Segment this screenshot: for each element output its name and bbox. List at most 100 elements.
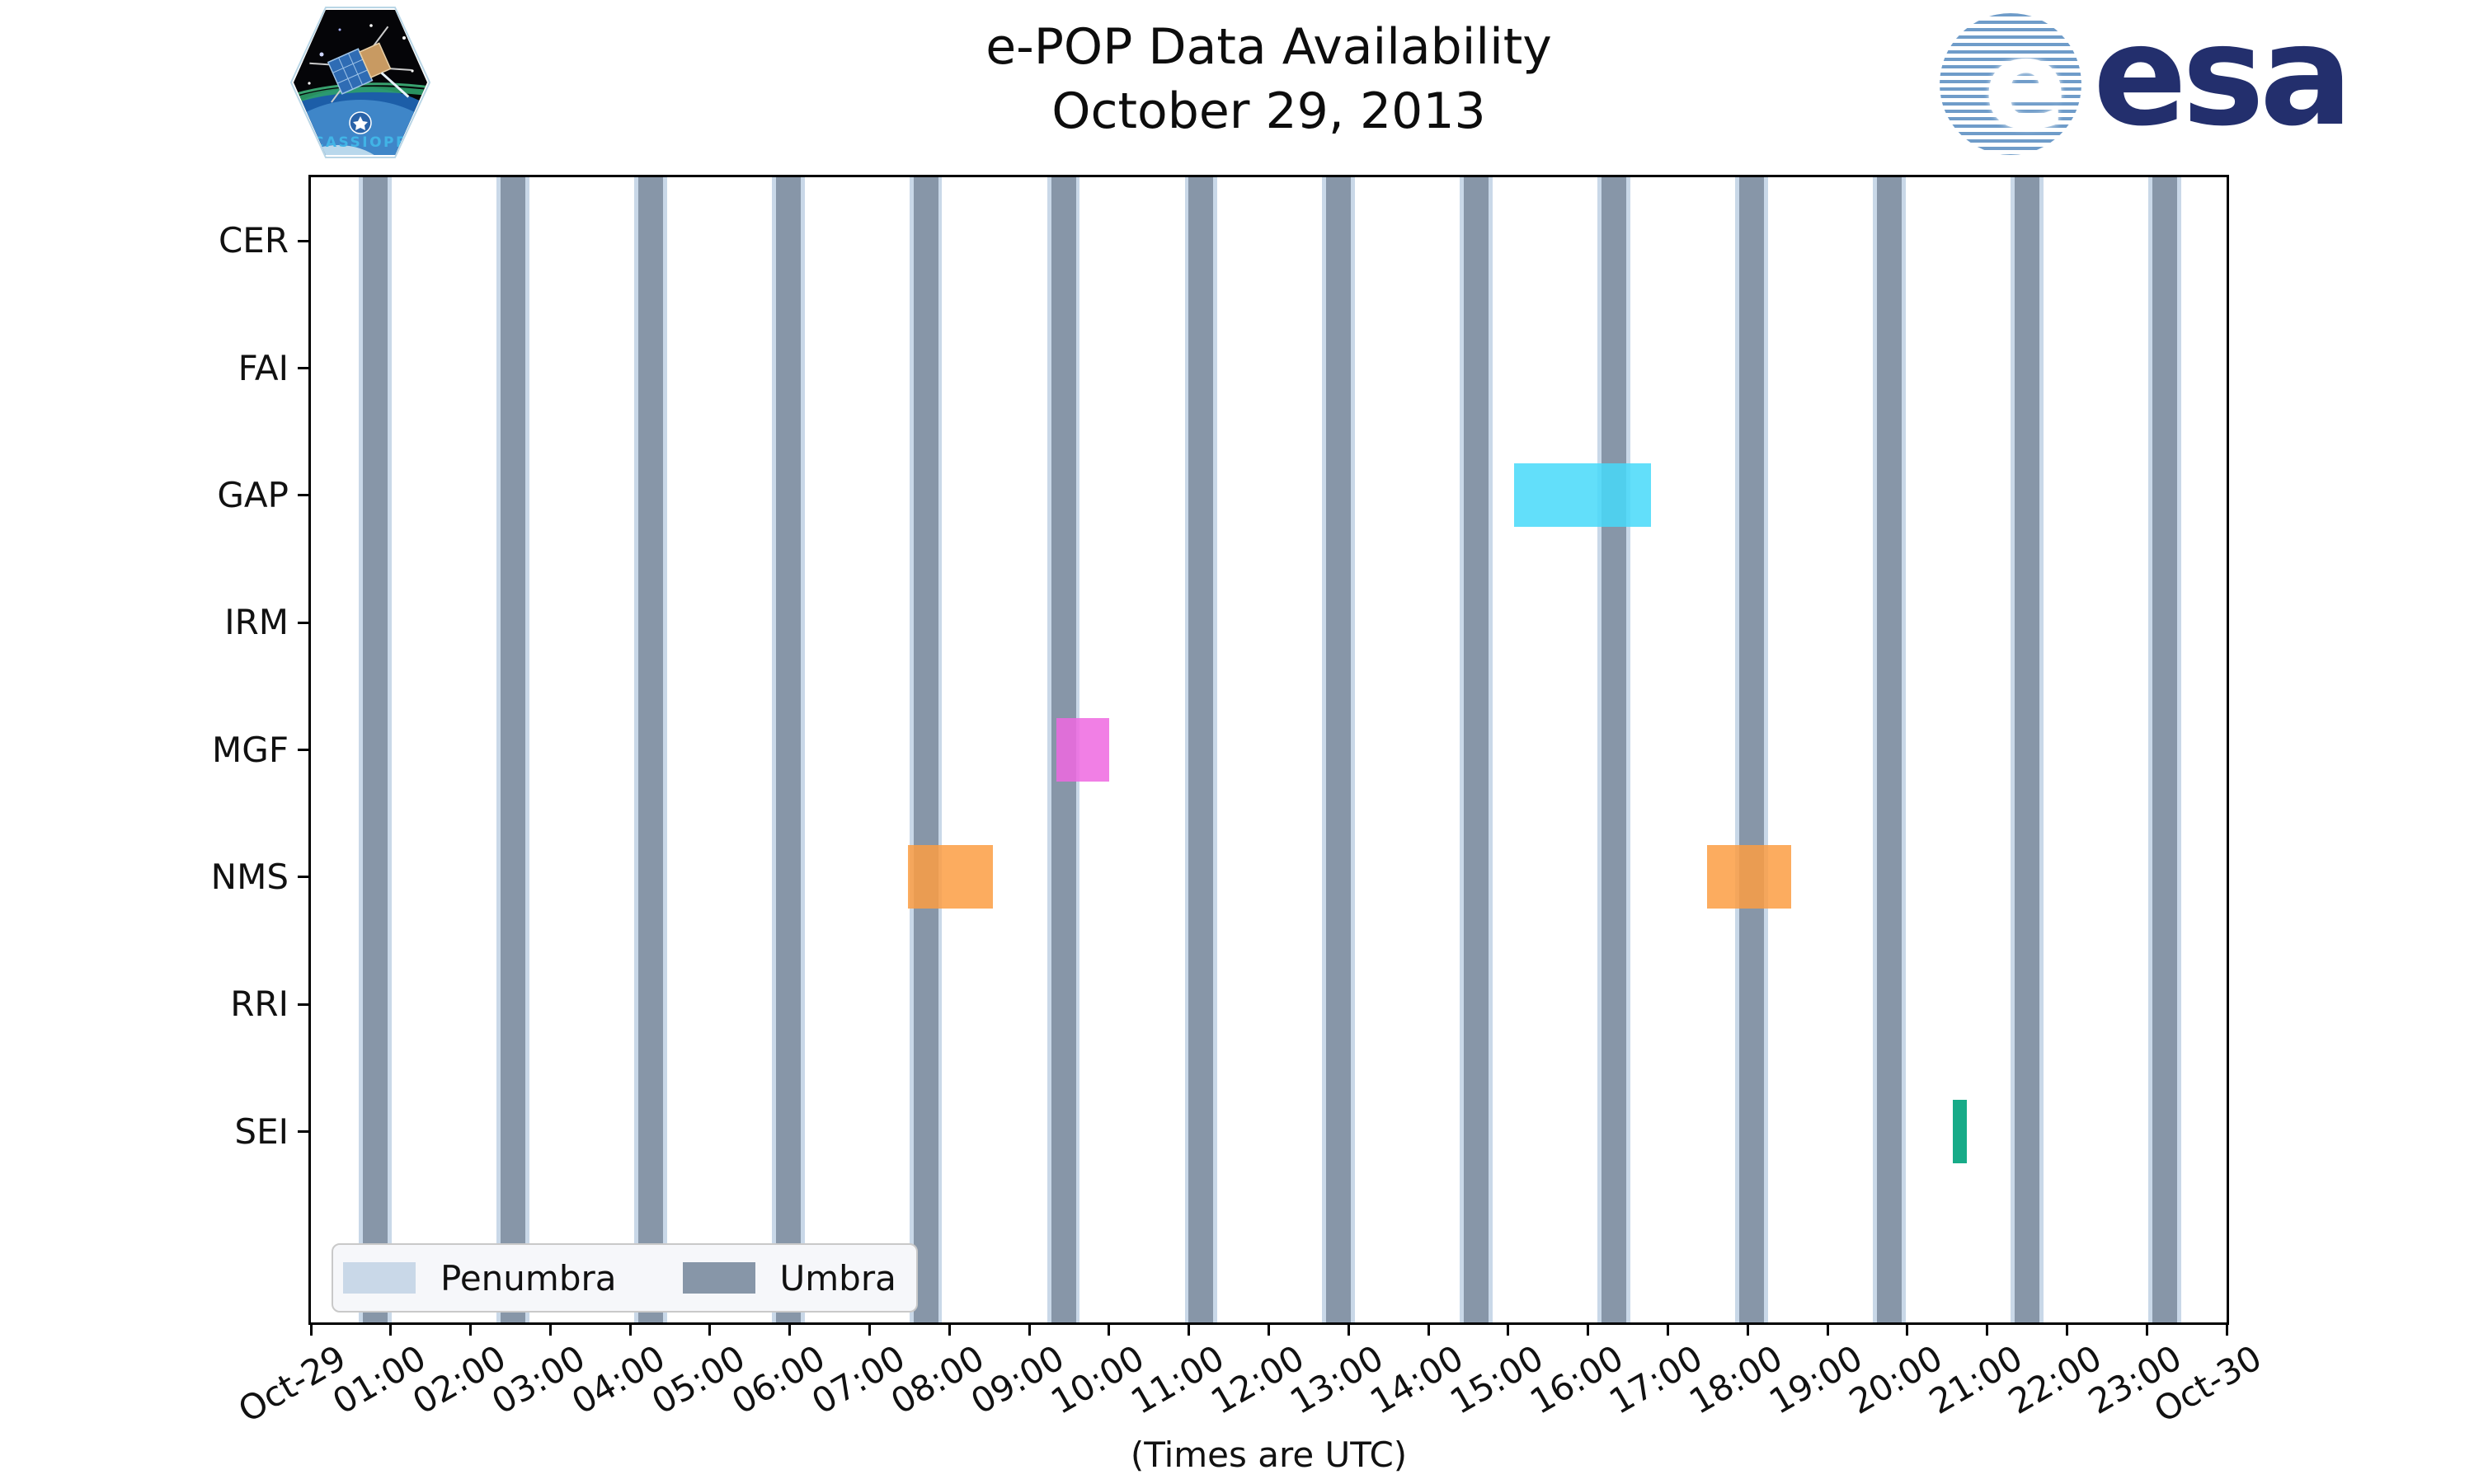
penumbra-strip xyxy=(771,177,776,1322)
y-tick xyxy=(298,749,311,751)
patch-satellite xyxy=(309,26,412,103)
penumbra-strip xyxy=(1626,177,1630,1322)
esa-logo: e esa xyxy=(1940,0,2353,157)
umbra-bar xyxy=(2014,177,2039,1322)
penumbra-strip xyxy=(496,177,501,1322)
umbra-bar xyxy=(363,177,388,1322)
availability-block-gap xyxy=(1513,463,1652,528)
x-tick xyxy=(628,1322,632,1336)
chart-subtitle: October 29, 2013 xyxy=(1051,82,1486,140)
penumbra-strip xyxy=(1047,177,1051,1322)
esa-globe-icon xyxy=(1940,13,2081,155)
penumbra-strip xyxy=(1597,177,1602,1322)
penumbra-strip xyxy=(938,177,943,1322)
cassiope-mission-patch: CASSIOPE xyxy=(289,7,431,158)
x-tick xyxy=(948,1322,951,1336)
umbra-bar xyxy=(1326,177,1352,1322)
y-tick xyxy=(298,876,311,879)
x-tick xyxy=(868,1322,872,1336)
x-tick xyxy=(1826,1322,1829,1336)
umbra-bar xyxy=(913,177,938,1322)
x-tick xyxy=(1268,1322,1270,1336)
penumbra-strip xyxy=(1184,177,1189,1322)
x-tick xyxy=(1906,1322,1909,1336)
availability-block-nms xyxy=(1706,845,1791,909)
umbra-bar xyxy=(1738,177,1764,1322)
penumbra-strip xyxy=(1460,177,1465,1322)
umbra-bar xyxy=(1464,177,1489,1322)
penumbra-strip xyxy=(1213,177,1218,1322)
plot-frame xyxy=(308,175,2229,1325)
penumbra-strip xyxy=(1763,177,1768,1322)
availability-block-sei xyxy=(1953,1099,1968,1164)
x-tick xyxy=(389,1322,393,1336)
x-tick xyxy=(708,1322,712,1336)
x-tick xyxy=(1427,1322,1430,1336)
y-label-gap: GAP xyxy=(217,474,289,515)
penumbra-strip xyxy=(1735,177,1739,1322)
legend-penumbra-label: Penumbra xyxy=(440,1257,617,1298)
x-tick xyxy=(1028,1322,1031,1336)
penumbra-strip xyxy=(800,177,805,1322)
y-label-irm: IRM xyxy=(224,602,289,643)
penumbra-strip xyxy=(1351,177,1356,1322)
x-tick xyxy=(1986,1322,1989,1336)
umbra-bar xyxy=(637,177,663,1322)
umbra-bar xyxy=(2152,177,2177,1322)
penumbra-strip xyxy=(2039,177,2044,1322)
x-tick xyxy=(309,1322,313,1336)
penumbra-strip xyxy=(524,177,529,1322)
chart-title: e-POP Data Availability xyxy=(985,18,1552,76)
x-tick xyxy=(469,1322,473,1336)
penumbra-strip xyxy=(359,177,363,1322)
y-tick xyxy=(298,367,311,369)
penumbra-strip xyxy=(1322,177,1327,1322)
x-tick xyxy=(2065,1322,2068,1336)
x-tick xyxy=(1347,1322,1350,1336)
x-tick xyxy=(1666,1322,1669,1336)
y-tick xyxy=(298,621,311,624)
y-label-cer: CER xyxy=(218,220,289,261)
x-tick xyxy=(1746,1322,1749,1336)
esa-globe-letter: e xyxy=(1983,14,2067,157)
penumbra-strip xyxy=(1901,177,1906,1322)
legend-penumbra-swatch xyxy=(343,1262,416,1294)
penumbra-strip xyxy=(634,177,638,1322)
y-label-sei: SEI xyxy=(234,1111,289,1152)
x-tick xyxy=(788,1322,792,1336)
x-tick xyxy=(2145,1322,2148,1336)
umbra-bar xyxy=(1876,177,1902,1322)
x-tick xyxy=(1587,1322,1590,1336)
x-tick xyxy=(1507,1322,1510,1336)
legend-umbra-label: Umbra xyxy=(779,1257,896,1298)
esa-wordmark: esa xyxy=(2093,0,2353,157)
penumbra-strip xyxy=(662,177,667,1322)
x-tick xyxy=(548,1322,552,1336)
y-label-rri: RRI xyxy=(230,984,289,1025)
patch-cassiope-text: CASSIOPE xyxy=(313,134,407,151)
umbra-bar xyxy=(775,177,801,1322)
chart-title-block: e-POP Data Availability October 29, 2013 xyxy=(311,15,2227,143)
availability-block-mgf xyxy=(1056,717,1109,782)
penumbra-strip xyxy=(1489,177,1493,1322)
penumbra-strip xyxy=(909,177,914,1322)
penumbra-strip xyxy=(2010,177,2015,1322)
y-label-mgf: MGF xyxy=(212,729,289,770)
umbra-bar xyxy=(500,177,525,1322)
y-tick xyxy=(298,1003,311,1006)
availability-block-nms xyxy=(908,845,993,909)
umbra-bar xyxy=(1188,177,1214,1322)
y-tick xyxy=(298,239,311,242)
x-tick xyxy=(1188,1322,1191,1336)
y-label-fai: FAI xyxy=(238,347,289,388)
penumbra-strip xyxy=(388,177,392,1322)
legend-umbra-swatch xyxy=(682,1262,755,1294)
y-tick xyxy=(298,494,311,497)
penumbra-strip xyxy=(2147,177,2152,1322)
x-tick xyxy=(1108,1322,1111,1336)
penumbra-strip xyxy=(1873,177,1877,1322)
umbra-bar xyxy=(1602,177,1627,1322)
y-label-nms: NMS xyxy=(210,856,289,897)
legend: Penumbra Umbra xyxy=(332,1243,918,1313)
penumbra-strip xyxy=(2176,177,2181,1322)
